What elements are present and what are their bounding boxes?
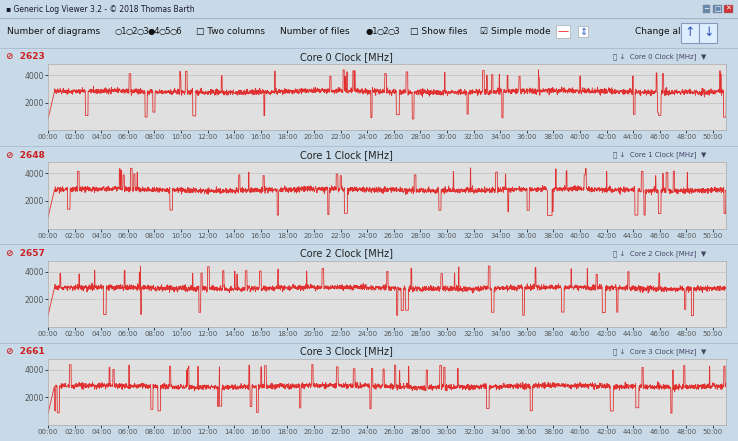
Text: ⓘ ↓  Core 0 Clock [MHz]  ▼: ⓘ ↓ Core 0 Clock [MHz] ▼ xyxy=(613,53,706,60)
Text: ●4: ●4 xyxy=(148,27,160,36)
Text: ⇕: ⇕ xyxy=(579,26,587,37)
Text: ○1: ○1 xyxy=(114,27,127,36)
Text: ⓘ ↓  Core 3 Clock [MHz]  ▼: ⓘ ↓ Core 3 Clock [MHz] ▼ xyxy=(613,348,706,355)
Text: ○3: ○3 xyxy=(387,27,400,36)
Text: ▪ Generic Log Viewer 3.2 - © 2018 Thomas Barth: ▪ Generic Log Viewer 3.2 - © 2018 Thomas… xyxy=(6,5,195,15)
Text: Core 1 Clock [MHz]: Core 1 Clock [MHz] xyxy=(300,150,393,160)
Text: ─: ─ xyxy=(704,6,708,12)
Text: ●1: ●1 xyxy=(365,27,378,36)
Text: Number of diagrams: Number of diagrams xyxy=(7,27,100,36)
Text: ○2: ○2 xyxy=(376,27,389,36)
Text: ⓘ ↓  Core 2 Clock [MHz]  ▼: ⓘ ↓ Core 2 Clock [MHz] ▼ xyxy=(613,250,706,257)
Text: □ Two columns: □ Two columns xyxy=(196,27,264,36)
Text: ○2: ○2 xyxy=(125,27,138,36)
Text: ⊘  2648: ⊘ 2648 xyxy=(6,150,45,160)
Text: Core 3 Clock [MHz]: Core 3 Clock [MHz] xyxy=(300,347,393,357)
Text: ⊘  2657: ⊘ 2657 xyxy=(6,249,45,258)
Text: ○3: ○3 xyxy=(137,27,149,36)
Text: □: □ xyxy=(714,6,720,12)
Text: Core 0 Clock [MHz]: Core 0 Clock [MHz] xyxy=(300,52,393,62)
Text: ↑: ↑ xyxy=(685,26,695,40)
Text: —: — xyxy=(557,26,568,37)
Text: ○5: ○5 xyxy=(159,27,171,36)
Text: Number of files: Number of files xyxy=(280,27,350,36)
Text: □ Show files: □ Show files xyxy=(410,27,467,36)
Text: ⊘  2623: ⊘ 2623 xyxy=(6,52,45,61)
Text: ↓: ↓ xyxy=(703,26,714,40)
Text: ○6: ○6 xyxy=(170,27,182,36)
Text: ☑ Simple mode: ☑ Simple mode xyxy=(480,27,551,36)
Text: Change all: Change all xyxy=(635,27,683,36)
Text: ⊘  2661: ⊘ 2661 xyxy=(6,347,45,356)
Text: ⓘ ↓  Core 1 Clock [MHz]  ▼: ⓘ ↓ Core 1 Clock [MHz] ▼ xyxy=(613,152,706,158)
Text: ✕: ✕ xyxy=(725,6,731,12)
Text: Core 2 Clock [MHz]: Core 2 Clock [MHz] xyxy=(300,248,393,258)
